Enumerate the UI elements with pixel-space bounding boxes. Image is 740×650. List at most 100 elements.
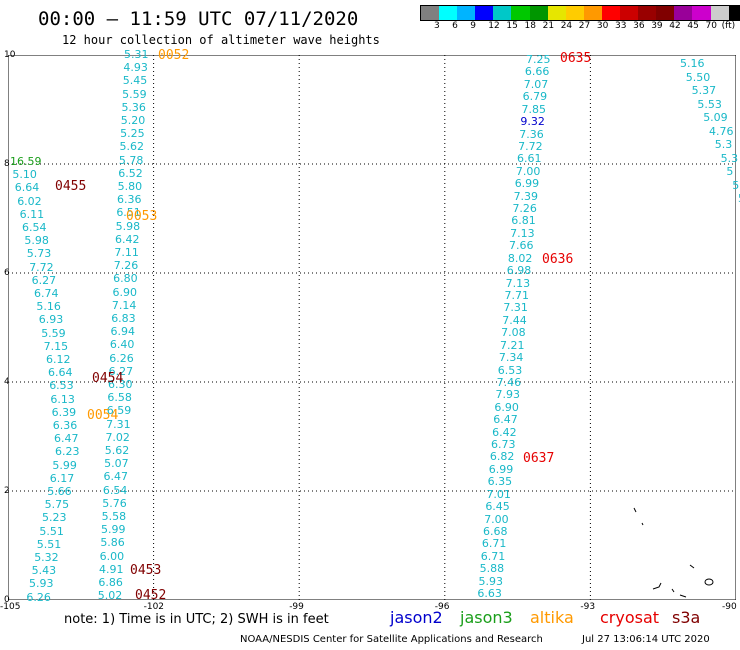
swh-value: 7.26 bbox=[113, 259, 139, 273]
swh-value: 7.72 bbox=[29, 260, 54, 274]
swh-value: 5.51 bbox=[39, 524, 64, 538]
swh-value: 6.94 bbox=[110, 325, 136, 339]
swh-value: 5 bbox=[732, 178, 740, 192]
credit-line: NOAA/NESDIS Center for Satellite Applica… bbox=[240, 634, 543, 645]
swh-value: 5.62 bbox=[104, 444, 130, 457]
swh-value: 6.42 bbox=[115, 232, 140, 246]
graticule bbox=[8, 55, 736, 600]
swh-value: 5.99 bbox=[100, 523, 126, 537]
swh-value: 5.93 bbox=[478, 574, 504, 588]
wave-height-map: 5.31 4.93 5.45 5.59 5.36 5.20 5.25 5.62 5.78 6.52… bbox=[8, 49, 740, 604]
legend-label: 36 bbox=[633, 21, 645, 31]
legend-label: 6 bbox=[452, 21, 458, 31]
legend-label: 3 bbox=[434, 21, 440, 31]
swh-value: 8.02 bbox=[507, 251, 533, 265]
swh-value: 5.93 bbox=[29, 577, 54, 591]
pass-time-label: 0054 bbox=[87, 408, 119, 423]
swh-value: 6.00 bbox=[99, 549, 125, 563]
legend-label: 70 bbox=[705, 21, 717, 31]
swh-value: 5.36 bbox=[121, 100, 146, 114]
swh-value: 5.59 bbox=[122, 87, 147, 101]
legend-swatch bbox=[565, 6, 584, 20]
swh-value: 7.00 bbox=[515, 164, 541, 178]
swh-value: 6.80 bbox=[113, 272, 138, 286]
legend-swatch bbox=[421, 6, 440, 20]
legend-swatch bbox=[511, 6, 530, 20]
swh-value: 7.08 bbox=[501, 326, 526, 340]
legend-jason2: jason2 bbox=[390, 608, 443, 627]
legend-swatch bbox=[692, 6, 711, 20]
legend-swatch bbox=[583, 6, 602, 20]
swh-value: 7.71 bbox=[504, 288, 530, 302]
swh-value: 5.53 bbox=[697, 97, 722, 111]
swh-value: 6.51 bbox=[116, 206, 141, 220]
swh-value: 7.07 bbox=[523, 77, 549, 91]
lat-tick-label: 2 bbox=[4, 486, 10, 496]
swh-value: 5.10 bbox=[12, 168, 37, 182]
swh-value: 6.47 bbox=[54, 432, 79, 446]
swh-value: 6.82 bbox=[489, 450, 515, 464]
swh-value: 6.26 bbox=[26, 590, 51, 604]
swh-value: 6.35 bbox=[487, 475, 513, 489]
swh-value: 6.58 bbox=[107, 391, 132, 405]
swh-value: 6.13 bbox=[50, 392, 75, 406]
swh-value: 6.71 bbox=[481, 537, 507, 551]
swh-value: 5.3 bbox=[720, 151, 739, 165]
swh-value: 6.02 bbox=[17, 194, 42, 208]
swh-value: 6.99 bbox=[488, 462, 514, 476]
swh-value: 7.15 bbox=[43, 339, 69, 353]
map-frame bbox=[8, 55, 736, 600]
page-title: 00:00 – 11:59 UTC 07/11/2020 bbox=[38, 8, 359, 30]
swh-value: 6.36 bbox=[52, 419, 78, 432]
color-legend-bar bbox=[420, 5, 740, 21]
swh-value: 4.76 bbox=[709, 124, 734, 138]
swh-value: 7.36 bbox=[519, 127, 544, 141]
swh-value: 16.59 bbox=[10, 155, 42, 168]
swh-value: 6.93 bbox=[38, 313, 64, 327]
pass-time-label: 0053 bbox=[126, 209, 158, 224]
swh-value: 6.53 bbox=[497, 363, 523, 377]
legend-swatch bbox=[601, 6, 621, 20]
swh-value: 6.45 bbox=[485, 500, 510, 514]
swh-value: 6.23 bbox=[55, 445, 80, 459]
swh-value: 5.86 bbox=[100, 536, 125, 550]
swh-value: 5.3 bbox=[714, 138, 733, 151]
legend-swatch bbox=[674, 6, 693, 20]
swh-value: 4.93 bbox=[123, 61, 148, 75]
lon-tick-label: -90 bbox=[722, 602, 737, 612]
swh-value: 7.14 bbox=[111, 298, 137, 312]
swh-value: 5.76 bbox=[102, 496, 127, 510]
lon-tick-label: -93 bbox=[580, 602, 596, 612]
pass-time-label: 0052 bbox=[158, 48, 190, 63]
swh-value: 6.54 bbox=[22, 221, 47, 234]
swh-value: 7.44 bbox=[502, 313, 527, 327]
generation-timestamp: Jul 27 13:06:14 UTC 2020 bbox=[582, 634, 710, 645]
swh-value: 7.01 bbox=[486, 487, 511, 501]
swh-value: 6.64 bbox=[48, 366, 73, 380]
swh-value: 6.12 bbox=[46, 353, 71, 366]
swh-value: 7.34 bbox=[498, 351, 524, 365]
legend-label: 30 bbox=[596, 21, 609, 31]
legend-jason3: jason3 bbox=[460, 608, 513, 627]
page-subtitle: 12 hour collection of altimeter wave hei… bbox=[62, 33, 380, 47]
swh-value: 6.90 bbox=[494, 400, 519, 414]
swh-value: 6.74 bbox=[34, 287, 59, 300]
swh-value: 7.31 bbox=[106, 417, 131, 431]
swh-value: 5.98 bbox=[24, 234, 49, 248]
swh-value: 6.59 bbox=[106, 404, 132, 418]
legend-swatch bbox=[439, 6, 458, 20]
swh-value: 5.43 bbox=[31, 564, 57, 578]
swh-value: 9.32 bbox=[520, 115, 545, 129]
swh-value: 6.47 bbox=[493, 413, 518, 427]
swh-value: 7.11 bbox=[114, 246, 139, 259]
swh-value: 6.11 bbox=[19, 207, 45, 221]
swh-value: 5.07 bbox=[104, 457, 129, 471]
swh-value: 5.16 bbox=[36, 300, 61, 314]
swh-value: 5 bbox=[726, 165, 734, 178]
swh-value: 5.78 bbox=[118, 153, 144, 167]
swh-value: 6.86 bbox=[98, 576, 123, 589]
swh-value: 6.42 bbox=[492, 425, 517, 439]
swh-value: 5.37 bbox=[691, 84, 717, 97]
pass-time-label: 0454 bbox=[92, 371, 124, 386]
swh-value: 6.17 bbox=[49, 471, 75, 485]
